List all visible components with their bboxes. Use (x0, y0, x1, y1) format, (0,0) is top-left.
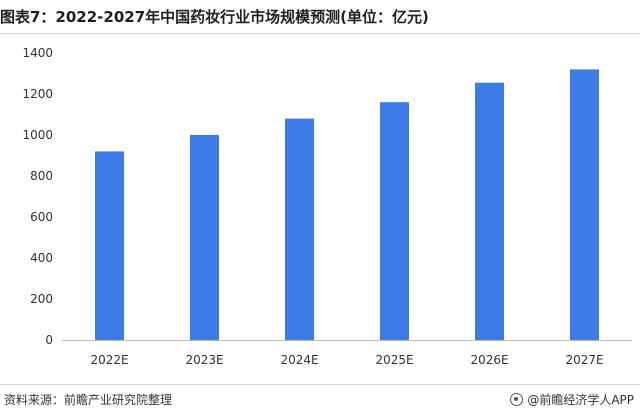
y-tick-label: 200 (30, 292, 53, 306)
chart-title: 图表7：2022-2027年中国药妆行业市场规模预测(单位：亿元) (0, 8, 429, 26)
brand-credit-label: @前瞻经济学人APP (527, 393, 634, 407)
y-tick-label: 0 (45, 333, 53, 347)
footer-divider (0, 384, 640, 385)
brand-credit: @前瞻经济学人APP (510, 391, 634, 408)
x-tick-label: 2026E (470, 353, 508, 367)
source-note: 资料来源：前瞻产业研究院整理 (4, 393, 173, 407)
y-tick-label: 400 (30, 251, 53, 265)
y-tick-label: 600 (30, 210, 53, 224)
x-tick-label: 2027E (565, 353, 603, 367)
x-tick-label: 2023E (185, 353, 223, 367)
bar (380, 102, 409, 340)
bar-chart: 0 200 400 600 800 1000 1200 1400 2022E 2023E 2024E… (22, 46, 632, 367)
x-tick-label: 2024E (280, 353, 318, 367)
y-tick-label: 1200 (22, 87, 53, 101)
bar (285, 118, 314, 340)
bar (190, 135, 219, 340)
brand-logo-icon (510, 393, 524, 406)
y-tick-label: 1400 (22, 46, 53, 60)
y-tick-label: 800 (30, 169, 53, 183)
bar (95, 151, 124, 340)
title-divider (0, 33, 640, 34)
x-tick-label: 2025E (375, 353, 413, 367)
bar (570, 69, 599, 341)
bar (475, 82, 504, 340)
y-tick-label: 1000 (22, 128, 53, 142)
x-tick-label: 2022E (90, 353, 128, 367)
